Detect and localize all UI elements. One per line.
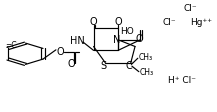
Text: H⁺ Cl⁻: H⁺ Cl⁻ bbox=[168, 76, 196, 85]
Text: CH₃: CH₃ bbox=[140, 68, 154, 77]
Text: S: S bbox=[100, 60, 107, 71]
Text: N: N bbox=[113, 35, 120, 45]
Text: O: O bbox=[114, 17, 122, 27]
Text: Cl⁻: Cl⁻ bbox=[162, 18, 176, 27]
Text: =C: =C bbox=[5, 41, 17, 50]
Text: HO: HO bbox=[120, 27, 134, 36]
Text: O: O bbox=[67, 59, 75, 69]
Text: O: O bbox=[57, 47, 64, 57]
Text: O: O bbox=[135, 34, 143, 44]
Text: Hg⁺⁺: Hg⁺⁺ bbox=[190, 18, 212, 27]
Text: O: O bbox=[90, 17, 97, 27]
Text: C: C bbox=[126, 60, 133, 71]
Text: CH₃: CH₃ bbox=[138, 53, 152, 62]
Text: Cl⁻: Cl⁻ bbox=[184, 4, 197, 13]
Text: HN: HN bbox=[70, 36, 85, 46]
